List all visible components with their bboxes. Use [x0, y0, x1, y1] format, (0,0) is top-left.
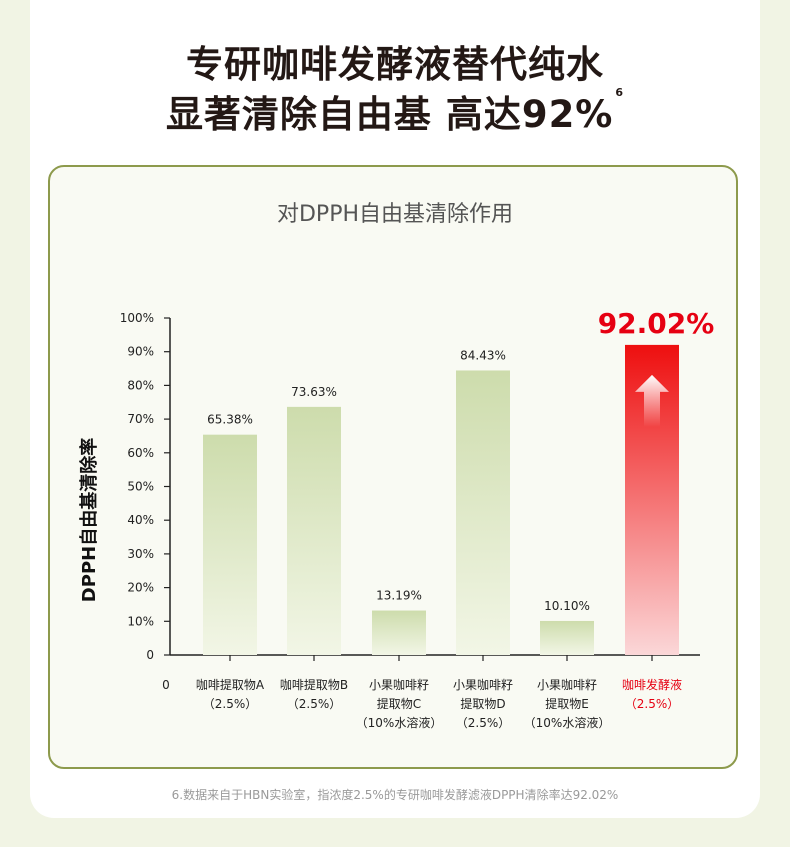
- data-label: 73.63%: [291, 385, 337, 399]
- y-tick-label: 10%: [127, 614, 154, 628]
- x-category-label: （2.5%）: [625, 697, 680, 711]
- x-category-label: （2.5%）: [456, 716, 511, 730]
- headline-line-2: 显著清除自由基 高达92%6: [0, 84, 790, 138]
- x-category-label: 提取物C: [377, 696, 421, 711]
- data-label: 65.38%: [207, 413, 253, 427]
- headline-line-1: 专研咖啡发酵液替代纯水: [186, 43, 604, 86]
- x-category-label: （10%水溶液）: [356, 715, 443, 730]
- data-label: 13.19%: [376, 589, 422, 603]
- x-category-label: 提取物D: [460, 696, 505, 711]
- headline-line-2-text: 显著清除自由基 高达92%: [165, 93, 614, 136]
- x-category-label: 小果咖啡籽: [369, 677, 429, 692]
- x-category-label: 咖啡发酵液: [622, 677, 682, 692]
- footnote: 6.数据来自于HBN实验室，指浓度2.5%的专研咖啡发酵滤液DPPH清除率达92…: [171, 788, 619, 802]
- data-label: 10.10%: [544, 599, 590, 613]
- x-category-label: 咖啡提取物B: [280, 677, 348, 692]
- x-category-label: 小果咖啡籽: [537, 677, 597, 692]
- x-category-label: （2.5%）: [203, 697, 258, 711]
- up-arrow-icon: [635, 374, 669, 427]
- bar: [287, 406, 341, 655]
- bar: [372, 610, 426, 655]
- y-tick-label: 40%: [127, 513, 154, 527]
- bar: [540, 620, 594, 655]
- data-label-highlight: 92.02%: [598, 307, 715, 340]
- x-category-label: （2.5%）: [287, 697, 342, 711]
- y-tick-label: 90%: [127, 345, 154, 359]
- x-category-label: 咖啡提取物A: [196, 677, 265, 692]
- y-tick-label: 30%: [127, 547, 154, 561]
- y-tick-label: 80%: [127, 378, 154, 392]
- data-label: 84.43%: [460, 348, 506, 362]
- bar: [456, 370, 510, 655]
- y-tick-label: 20%: [127, 581, 154, 595]
- y-tick-label: 100%: [120, 311, 154, 325]
- chart-title: 对DPPH自由基清除作用: [276, 202, 514, 227]
- chart-panel: [48, 165, 738, 769]
- bar: [203, 434, 257, 655]
- y-tick-label: 70%: [127, 412, 154, 426]
- x-category-label: 提取物E: [545, 696, 589, 711]
- x-category-label: （10%水溶液）: [524, 715, 611, 730]
- x-origin-label: 0: [162, 678, 170, 692]
- y-tick-label: 50%: [127, 480, 154, 494]
- y-tick-label: 60%: [127, 446, 154, 460]
- footnote-marker: 6: [615, 86, 625, 99]
- x-category-label: 小果咖啡籽: [453, 677, 513, 692]
- y-tick-label: 0: [146, 648, 154, 662]
